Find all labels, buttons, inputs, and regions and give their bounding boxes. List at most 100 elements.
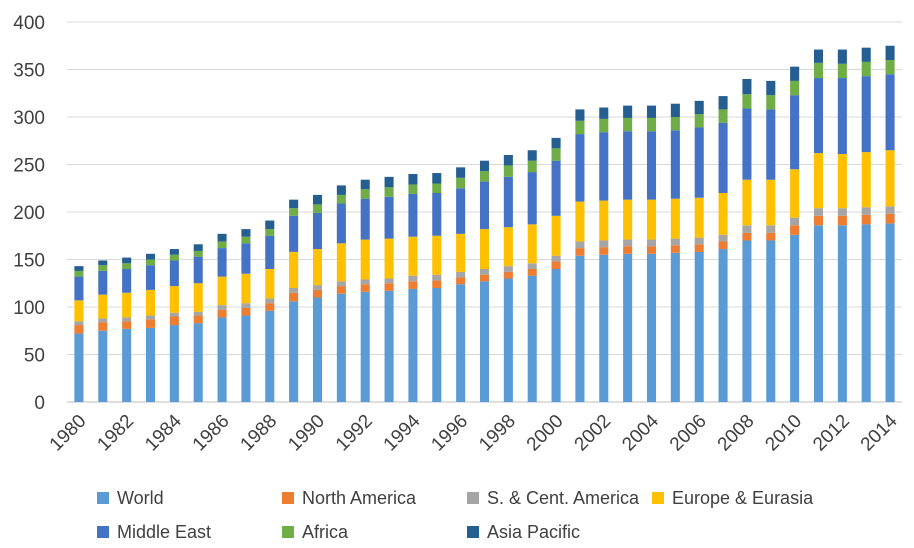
legend-label: Europe & Eurasia: [672, 488, 814, 508]
bar-segment: [169, 325, 179, 402]
x-tick-label: 2008: [714, 411, 759, 456]
bar-segment: [503, 176, 513, 228]
bar-segment: [265, 303, 275, 311]
bar-segment: [527, 275, 537, 402]
x-tick-label: 1980: [46, 411, 91, 456]
bar-segment: [193, 315, 203, 324]
bar-segment: [790, 66, 800, 81]
bar-segment: [312, 204, 323, 213]
bar-segment: [408, 236, 418, 276]
bar-segment: [217, 233, 227, 242]
bar-segment: [74, 276, 84, 301]
bar-segment: [432, 235, 442, 275]
bar-segment: [241, 243, 251, 274]
bars: [74, 45, 895, 402]
bar-segment: [766, 80, 776, 96]
y-tick-label: 100: [13, 298, 45, 319]
bar-segment: [456, 177, 466, 189]
bar-segment: [718, 249, 728, 402]
bar-segment: [813, 62, 824, 79]
bar-segment: [98, 322, 108, 331]
bar-segment: [623, 246, 633, 254]
bar-segment: [241, 307, 251, 316]
legend-item: Asia Pacific: [467, 522, 580, 542]
bar-segment: [217, 305, 227, 310]
bar-segment: [694, 237, 704, 245]
bar-segment: [217, 317, 227, 402]
bar-segment: [599, 254, 609, 402]
bar-segment: [861, 224, 871, 402]
bar-segment: [145, 253, 156, 260]
x-tick-label: 1996: [427, 411, 472, 456]
bar-segment: [289, 199, 299, 209]
bar-segment: [479, 160, 490, 172]
x-tick-label: 1982: [93, 411, 138, 456]
bar-segment: [360, 198, 370, 240]
bar-segment: [122, 257, 132, 264]
bar-segment: [670, 245, 680, 253]
bar-segment: [646, 117, 657, 132]
bar-segment: [551, 215, 561, 256]
bar-segment: [265, 235, 275, 269]
bar-segment: [694, 197, 704, 238]
bar-segment: [527, 172, 537, 225]
bar-segment: [623, 199, 633, 240]
bar-segment: [169, 312, 179, 317]
bar-segment: [790, 234, 800, 402]
bar-segment: [527, 224, 537, 264]
bar-segment: [742, 79, 752, 95]
bar-segment: [360, 291, 370, 402]
bar-segment: [384, 187, 394, 197]
x-tick-label: 1992: [332, 411, 377, 456]
bar-segment: [217, 248, 227, 277]
x-tick-label: 1998: [475, 411, 520, 456]
bar-segment: [122, 269, 132, 293]
bar-segment: [241, 273, 251, 304]
bar-segment: [312, 289, 323, 298]
bar-segment: [575, 255, 585, 402]
bar-segment: [384, 278, 394, 284]
bar-segment: [122, 263, 132, 269]
bar-segment: [551, 148, 561, 161]
bar-segment: [360, 284, 370, 292]
y-tick-label: 150: [13, 251, 45, 272]
bar-segment: [74, 300, 84, 322]
bar-segment: [503, 165, 513, 177]
bar-segment: [408, 184, 418, 194]
bar-segment: [217, 309, 227, 318]
bar-segment: [360, 189, 370, 199]
bar-segment: [503, 278, 513, 402]
bar-segment: [503, 266, 513, 272]
bar-segment: [193, 311, 203, 316]
bar-segment: [575, 241, 585, 249]
bar-segment: [885, 150, 895, 207]
bar-segment: [193, 283, 203, 312]
bar-segment: [790, 169, 800, 218]
legend-label: Africa: [302, 522, 349, 542]
bar-segment: [670, 198, 680, 239]
bar-segment: [503, 271, 513, 279]
bar-segment: [289, 208, 299, 216]
bar-segment: [265, 220, 275, 230]
legend-label: World: [117, 488, 164, 508]
bar-segment: [193, 323, 203, 402]
bar-segment: [384, 238, 394, 279]
bar-segment: [265, 298, 275, 304]
bar-segment: [289, 251, 299, 288]
bar-segment: [623, 117, 633, 132]
bar-segment: [742, 108, 752, 180]
x-axis-tick-labels: 1980 1982 1984 1986 1988 1990 1992 1994 1996 1998…: [46, 410, 902, 455]
bar-segment: [432, 183, 442, 193]
bar-segment: [122, 317, 132, 322]
bar-segment: [193, 250, 203, 257]
x-tick-label: 2012: [809, 411, 854, 456]
bar-segment: [766, 179, 776, 226]
bar-segment: [527, 150, 537, 161]
bar-segment: [694, 100, 704, 115]
legend-label: Asia Pacific: [487, 522, 580, 542]
bar-segment: [169, 260, 179, 287]
bar-segment: [408, 193, 418, 237]
bar-segment: [479, 274, 490, 282]
bar-segment: [289, 292, 299, 302]
bar-segment: [670, 117, 680, 131]
